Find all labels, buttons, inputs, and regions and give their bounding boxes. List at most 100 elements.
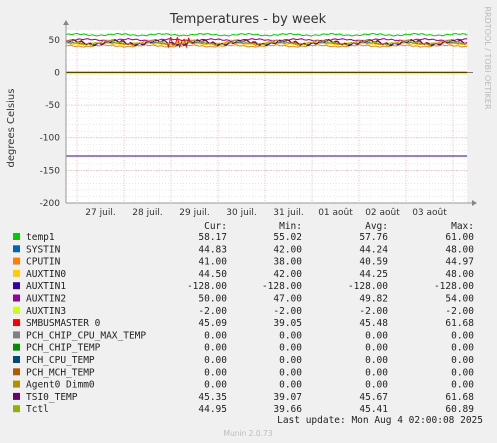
legend-swatch xyxy=(13,368,20,376)
legend-header-max: Max: xyxy=(451,221,474,232)
series-line-tctl xyxy=(65,39,468,47)
legend-value-max: 61.00 xyxy=(445,232,474,243)
last-update: Last update: Mon Aug 4 02:00:08 2025 xyxy=(277,415,483,426)
legend-name: PCH_CHIP_TEMP xyxy=(26,343,101,354)
legend-value-cur: 41.00 xyxy=(198,257,227,268)
y-axis-label: degrees Celsius xyxy=(6,89,17,168)
legend-name: Tctl xyxy=(26,404,49,415)
legend-value-max: 48.00 xyxy=(445,269,474,280)
legend-value-cur: 0.00 xyxy=(204,330,227,341)
legend-swatch xyxy=(13,380,20,388)
legend-name: PCH_CHIP_CPU_MAX_TEMP xyxy=(26,330,146,341)
legend-value-max: 44.97 xyxy=(445,257,474,268)
legend-value-max: 60.89 xyxy=(445,404,474,415)
legend-swatch xyxy=(13,257,20,265)
legend-value-cur: 44.83 xyxy=(198,244,227,255)
legend-value-max: 54.00 xyxy=(445,294,474,305)
legend-name: PCH_MCH_TEMP xyxy=(26,367,95,378)
y-tick-label: -150 xyxy=(40,166,61,176)
legend-value-min: -2.00 xyxy=(273,306,302,317)
legend-header-min: Min: xyxy=(279,221,302,232)
legend-swatch xyxy=(13,356,20,363)
legend-value-min: 38.00 xyxy=(273,257,302,268)
legend-name: CPUTIN xyxy=(26,257,61,268)
legend: Cur: Min: Avg: Max: temp1 58.17 55.02 57.76… xyxy=(13,221,474,415)
legend-value-cur: 44.50 xyxy=(198,269,227,280)
series-line-tsi0-temp xyxy=(65,38,468,47)
legend-value-min: 39.66 xyxy=(273,404,302,415)
x-tick-label: 03 août xyxy=(412,208,447,218)
legend-value-avg: 40.59 xyxy=(359,257,388,268)
legend-name: TSI0_TEMP xyxy=(26,392,78,403)
legend-swatch xyxy=(13,331,20,339)
legend-value-max: 0.00 xyxy=(451,343,474,354)
legend-swatch xyxy=(13,269,20,277)
legend-name: AUXTIN1 xyxy=(26,281,66,292)
legend-name: temp1 xyxy=(26,232,55,243)
legend-swatch xyxy=(13,282,20,290)
legend-value-min: -128.00 xyxy=(262,281,302,292)
y-tick-label: -200 xyxy=(40,199,61,209)
legend-swatch xyxy=(13,343,20,351)
legend-name: AUXTIN3 xyxy=(26,306,66,317)
y-axis-arrow xyxy=(63,20,69,25)
x-tick-label: 31 juil. xyxy=(273,208,303,218)
legend-value-avg: 45.67 xyxy=(359,392,388,403)
legend-swatch xyxy=(13,294,20,302)
y-tick-label: 0 xyxy=(54,68,60,78)
legend-value-max: -2.00 xyxy=(445,306,474,317)
legend-value-max: 48.00 xyxy=(445,244,474,255)
legend-value-avg: 0.00 xyxy=(365,343,388,354)
legend-name: AUXTIN2 xyxy=(26,294,66,305)
legend-value-min: 39.07 xyxy=(273,392,302,403)
legend-value-avg: 49.82 xyxy=(359,294,388,305)
legend-swatch xyxy=(13,405,20,413)
legend-value-avg: 44.25 xyxy=(359,269,388,280)
legend-value-avg: 44.24 xyxy=(359,244,388,255)
legend-value-cur: 45.09 xyxy=(198,318,227,329)
legend-value-cur: 45.35 xyxy=(198,392,227,403)
legend-value-cur: -2.00 xyxy=(198,306,227,317)
legend-value-min: 55.02 xyxy=(273,232,302,243)
legend-value-avg: -2.00 xyxy=(359,306,388,317)
legend-value-cur: 0.00 xyxy=(204,367,227,378)
x-tick-label: 02 août xyxy=(365,208,400,218)
legend-value-cur: -128.00 xyxy=(187,281,227,292)
legend-header-avg: Avg: xyxy=(365,221,388,232)
legend-value-cur: 44.95 xyxy=(198,404,227,415)
legend-value-avg: 45.41 xyxy=(359,404,388,415)
legend-value-cur: 0.00 xyxy=(204,380,227,391)
legend-value-min: 39.05 xyxy=(273,318,302,329)
legend-swatch xyxy=(13,306,20,314)
legend-value-cur: 0.00 xyxy=(204,355,227,366)
legend-swatch xyxy=(13,245,20,253)
axes xyxy=(63,20,477,206)
legend-name: Agent0 Dimm0 xyxy=(26,380,95,391)
legend-value-max: 0.00 xyxy=(451,367,474,378)
legend-value-avg: 57.76 xyxy=(359,232,388,243)
y-tick-label: -50 xyxy=(45,101,60,111)
legend-value-max: -128.00 xyxy=(434,281,474,292)
legend-name: PCH_CPU_TEMP xyxy=(26,355,95,366)
legend-swatch xyxy=(13,233,20,240)
legend-value-min: 42.00 xyxy=(273,244,302,255)
legend-value-min: 0.00 xyxy=(279,380,302,391)
y-tick-label: 50 xyxy=(49,36,61,46)
legend-value-cur: 50.00 xyxy=(198,294,227,305)
legend-name: AUXTIN0 xyxy=(26,269,66,280)
y-tick-label: -100 xyxy=(40,134,61,144)
legend-value-avg: 45.48 xyxy=(359,318,388,329)
legend-value-max: 61.68 xyxy=(445,318,474,329)
x-tick-labels: 27 juil. 28 juil. 29 juil. 30 juil. 31 juil.… xyxy=(85,208,447,218)
x-axis-arrow xyxy=(472,200,477,206)
legend-swatch xyxy=(13,319,20,327)
legend-swatch xyxy=(13,392,20,400)
legend-value-min: 0.00 xyxy=(279,355,302,366)
legend-value-max: 0.00 xyxy=(451,355,474,366)
x-tick-label: 27 juil. xyxy=(85,208,115,218)
x-tick-label: 29 juil. xyxy=(179,208,209,218)
rrdtool-label: RRDTOOL / TOBI OETIKER xyxy=(483,6,492,109)
x-tick-label: 28 juil. xyxy=(132,208,162,218)
x-tick-label: 30 juil. xyxy=(226,208,256,218)
